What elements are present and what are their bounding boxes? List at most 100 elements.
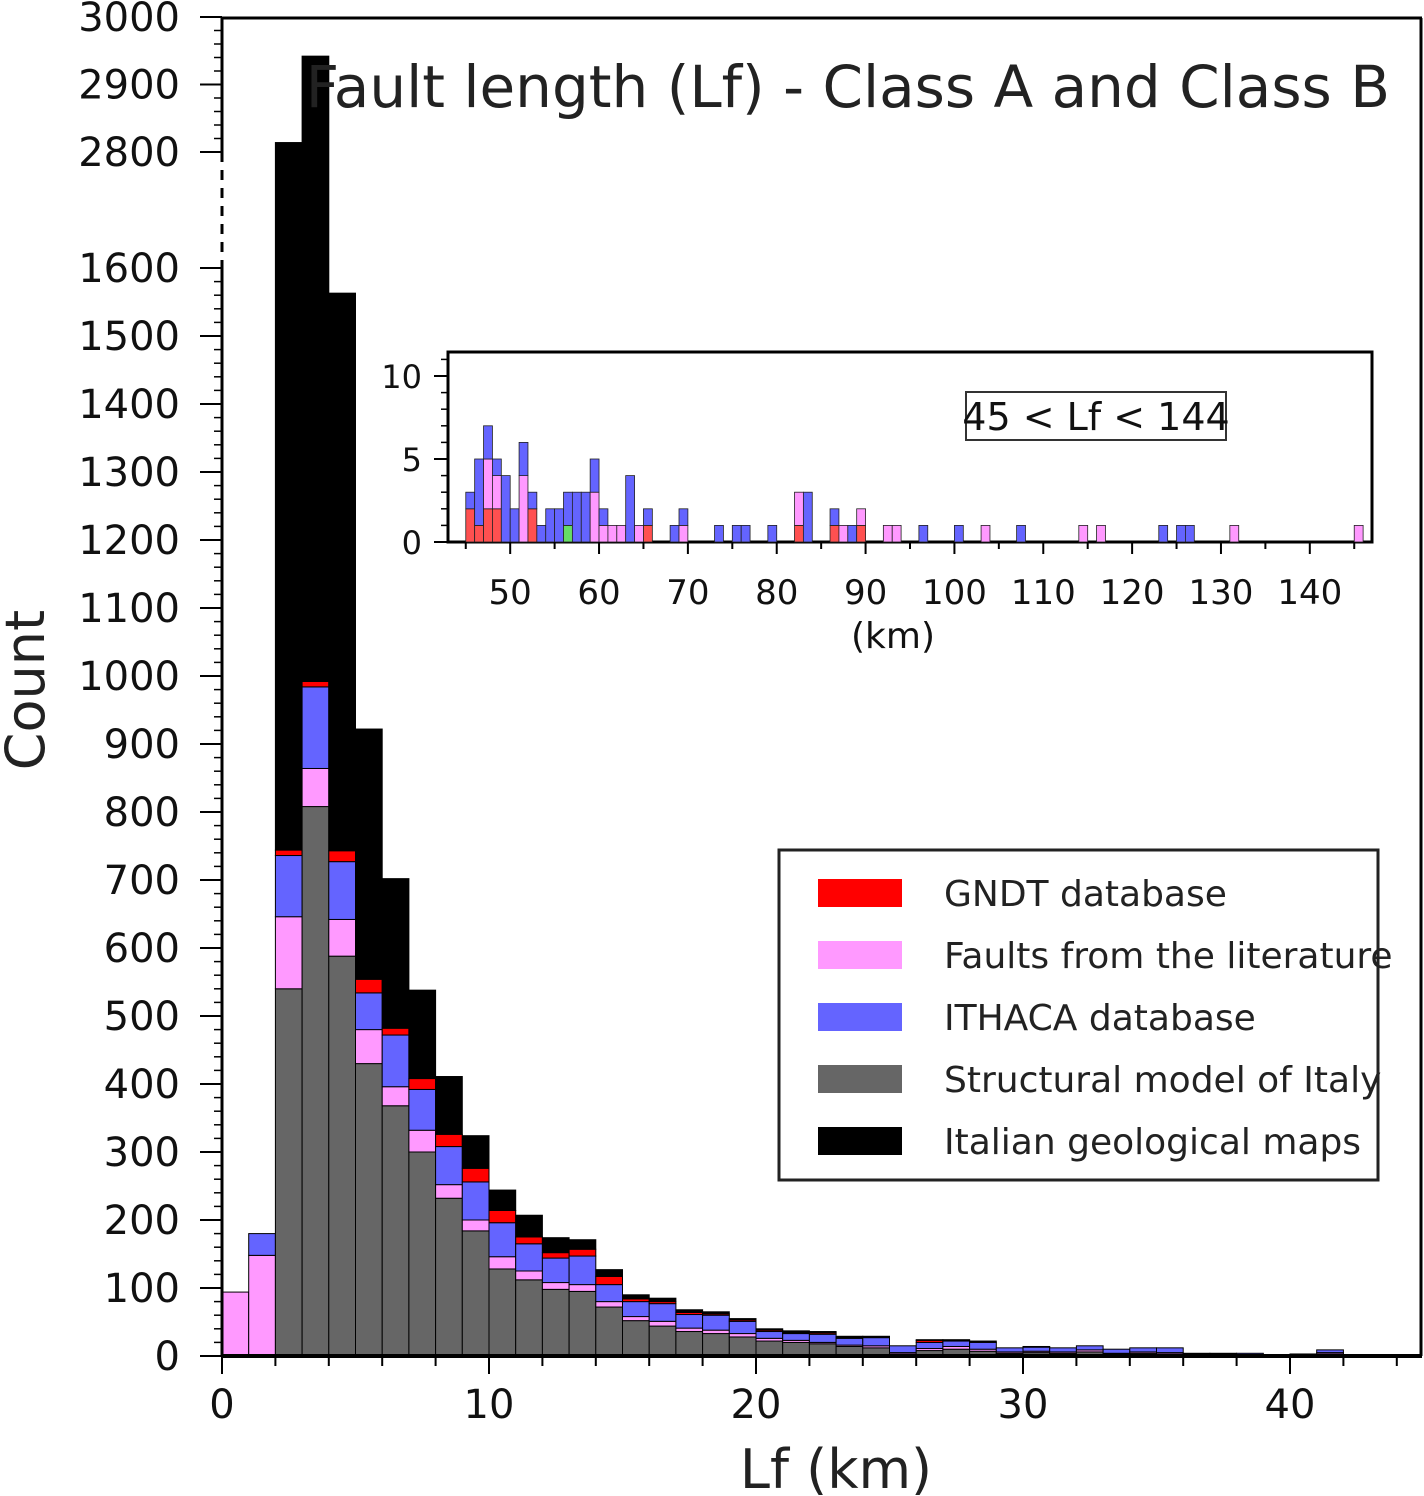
bar-segment [1316,1349,1344,1354]
inset-x-tick-label: 90 [844,573,887,613]
x-tick-label: 30 [998,1382,1049,1428]
main-bars [221,55,1344,1357]
inset-bar-segment [980,525,991,543]
bar-segment [568,1255,597,1286]
legend: GNDT database Faults from the literature I… [777,848,1393,1182]
inset-bar-segment [483,425,493,460]
bar-segment [435,1146,463,1186]
bar-segment [435,1184,463,1199]
bar-segment [274,988,303,1357]
y-tick-label: 600 [104,926,180,972]
inset-bar-segment [740,525,751,543]
inset-bar-segment [563,491,573,526]
bar-segment [808,1331,837,1334]
bar-segment [942,1340,971,1347]
inset-bar-segment [527,491,538,510]
bar-segment [355,992,383,1031]
bar-segment [622,1301,650,1318]
inset-x-tick-label: 60 [577,573,620,613]
inset-x-tick-label: 80 [755,573,798,613]
bar-segment [541,1257,570,1284]
bar-segment [274,916,303,990]
inset-bar-segment [518,475,529,543]
bar-segment [782,1333,810,1341]
bar-segment [622,1294,650,1300]
bar-segment [648,1325,677,1357]
bar-segment [568,1290,597,1357]
y-tick-label: 100 [104,1266,180,1312]
bar-segment [541,1237,570,1254]
bar-segment [221,1291,250,1357]
x-tick-label: 20 [731,1382,782,1428]
inset-bar-segment [465,508,476,543]
bar-segment [755,1331,784,1339]
inset-bar-segment [589,458,600,493]
bar-segment [381,1027,410,1036]
y-tick-label: 1500 [78,314,180,360]
x-tick-label: 40 [1265,1382,1316,1428]
inset-bar-segment [882,525,893,543]
bar-segment [942,1339,971,1341]
bar-segment [1129,1347,1158,1353]
bar-segment [488,1189,517,1211]
inset-bar-segment [571,491,582,543]
legend-label: GNDT database [944,874,1227,915]
bar-segment [622,1316,650,1322]
bar-segment [274,849,303,857]
bar-segment [541,1288,570,1357]
bar-segment [355,1029,383,1065]
inset-bar-segment [483,508,493,543]
inset-bar-segment [1185,525,1195,543]
inset-bar-segment [891,525,902,543]
inset-bar-segment [607,525,618,543]
bar-segment [435,1076,463,1135]
bar-segment [515,1214,543,1238]
bar-segment [568,1248,597,1257]
bar-segment [301,680,330,688]
y-tick-label: 1200 [78,518,180,564]
legend-swatch [818,1003,902,1031]
inset-bar-segment [802,491,813,543]
y-tick-label: 1400 [78,382,180,428]
inset-x-tick-label: 50 [489,573,532,613]
bar-segment [328,861,356,920]
y-tick-label: 900 [104,722,180,768]
inset-bar-segment [838,525,849,543]
bar-segment [274,855,303,918]
inset-bar-segment [1078,525,1089,543]
bar-segment [702,1311,730,1315]
bar-segment [675,1327,704,1333]
bar-segment [1049,1347,1077,1353]
y-tick-label: 3000 [78,0,180,41]
inset-axes: 0 5 10 50 60 70 80 90 100 110 120 130 140 [381,358,1356,613]
inset-bar-segment [492,475,502,510]
inset-bar-segment [847,525,858,543]
bar-segment [461,1167,490,1183]
inset-bar-segment [1353,525,1364,543]
bar-segment [1102,1348,1131,1354]
y-tick-label: 1000 [78,654,180,700]
inset-bar-segment [643,525,653,543]
bar-segment [969,1341,997,1350]
inset-bar-segment [1176,525,1186,543]
inset-bars [465,425,1364,543]
legend-label: ITHACA database [944,998,1256,1039]
bar-segment [461,1135,490,1169]
inset-bar-segment [856,508,866,526]
inset-bar-segment [918,525,929,543]
inset-bar-segment [1158,525,1169,543]
bar-segment [408,1078,437,1090]
bar-segment [408,1129,437,1153]
bar-segment [595,1269,623,1277]
bar-segment [355,978,383,994]
inset-bar-segment [563,525,573,543]
bar-segment [381,1105,410,1357]
inset-x-tick-label: 70 [666,573,709,613]
y-tick-label: 200 [104,1198,180,1244]
main-axes: 0100200300400500600700800900100011001200… [78,0,1423,1428]
inset-bar-segment [1016,525,1026,543]
inset-bar-segment [856,525,866,543]
bar-segment [728,1336,757,1357]
bar-segment [675,1331,704,1357]
